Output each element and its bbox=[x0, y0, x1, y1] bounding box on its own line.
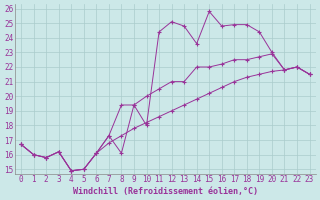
X-axis label: Windchill (Refroidissement éolien,°C): Windchill (Refroidissement éolien,°C) bbox=[73, 187, 258, 196]
